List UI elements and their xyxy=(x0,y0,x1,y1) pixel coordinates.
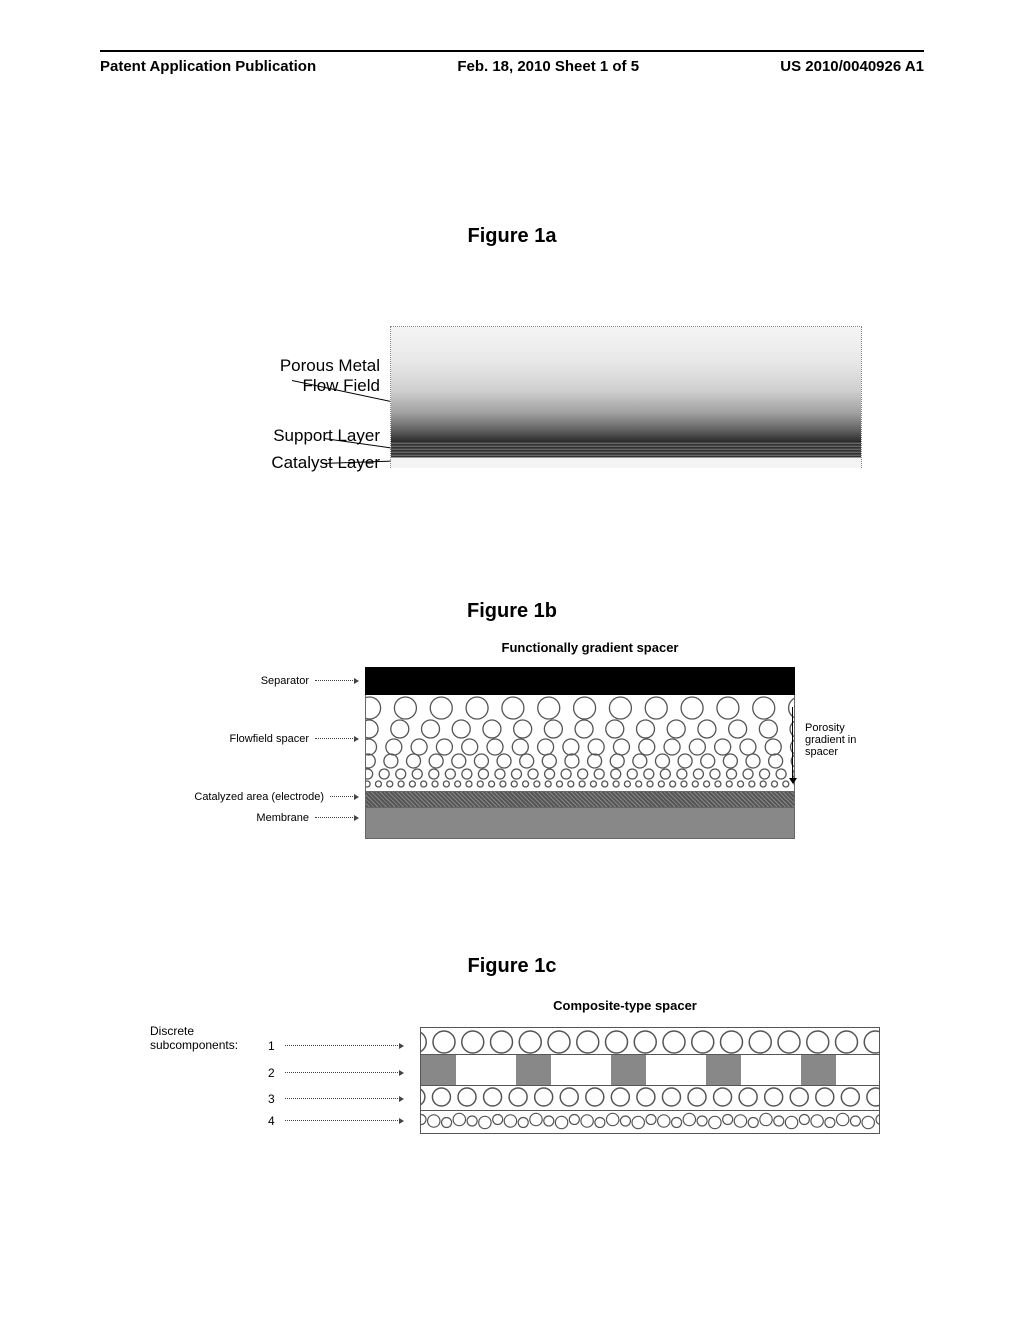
separator-layer xyxy=(365,667,795,695)
arrow-icon xyxy=(285,1072,400,1074)
row-4-pointer: 4 xyxy=(268,1114,400,1128)
row-3-pointer: 3 xyxy=(268,1092,400,1106)
row-1-pointer: 1 xyxy=(268,1039,400,1053)
arrow-icon xyxy=(315,817,355,819)
label-membrane-row: Membrane xyxy=(256,812,355,824)
arrow-icon xyxy=(285,1045,400,1047)
down-arrow-icon xyxy=(792,707,793,779)
fig1c-stack xyxy=(420,1027,880,1134)
header-left: Patent Application Publication xyxy=(100,58,316,75)
figure-1c: Composite-type spacer Discrete subcompon… xyxy=(155,998,895,1167)
arrow-icon xyxy=(315,738,355,740)
label-membrane: Membrane xyxy=(256,812,309,824)
header-right: US 2010/0040926 A1 xyxy=(780,58,924,75)
spacer-circles-svg xyxy=(366,695,795,791)
row-num-2: 2 xyxy=(268,1066,275,1080)
page-header: Patent Application Publication Feb. 18, … xyxy=(100,50,924,75)
fig1c-container: Discrete subcomponents: 1 2 3 4 xyxy=(155,1027,895,1167)
arrow-icon xyxy=(285,1098,400,1100)
label-separator-row: Separator xyxy=(261,675,355,687)
patent-page: Patent Application Publication Feb. 18, … xyxy=(0,0,1024,1320)
composite-row-4 xyxy=(420,1111,880,1134)
figure-1b-title: Figure 1b xyxy=(0,600,1024,623)
arrow-icon xyxy=(285,1120,400,1122)
composite-row-2 xyxy=(420,1055,880,1086)
row1-svg xyxy=(421,1028,880,1054)
fig1b-stack xyxy=(365,667,795,839)
label-separator: Separator xyxy=(261,675,309,687)
figure-1c-title: Figure 1c xyxy=(0,955,1024,978)
row3-svg xyxy=(421,1086,880,1110)
membrane-layer xyxy=(365,808,795,839)
row-2-pointer: 2 xyxy=(268,1066,400,1080)
fig1c-subtitle: Composite-type spacer xyxy=(355,998,895,1013)
porous-metal-layer xyxy=(391,327,861,442)
row-num-4: 4 xyxy=(268,1114,275,1128)
composite-row-1 xyxy=(420,1027,880,1055)
row4-svg xyxy=(421,1111,880,1133)
label-porosity: Porosity gradient in spacer xyxy=(805,722,856,758)
flowfield-spacer-layer xyxy=(365,695,795,792)
row-num-1: 1 xyxy=(268,1039,275,1053)
label-discrete-subcomponents: Discrete subcomponents: xyxy=(150,1024,238,1052)
label-subcomponents: subcomponents: xyxy=(150,1038,238,1052)
figure-1a-title: Figure 1a xyxy=(0,225,1024,248)
label-flowfield: Flowfield spacer xyxy=(230,733,309,745)
composite-row-3 xyxy=(420,1086,880,1111)
arrow-icon xyxy=(330,796,355,798)
header-center: Feb. 18, 2010 Sheet 1 of 5 xyxy=(457,58,639,75)
fig1b-subtitle: Functionally gradient spacer xyxy=(285,640,895,655)
label-flowfield-row: Flowfield spacer xyxy=(230,733,355,745)
label-catalyzed-row: Catalyzed area (electrode) xyxy=(194,791,355,803)
electrode-layer xyxy=(365,792,795,808)
fig1b-container: Separator Flowfield spacer Catalyzed are… xyxy=(155,667,895,847)
label-catalyzed: Catalyzed area (electrode) xyxy=(194,791,324,803)
support-layer xyxy=(391,442,861,457)
label-discrete: Discrete xyxy=(150,1024,194,1038)
label-porous-metal: Porous Metal xyxy=(280,356,380,375)
porosity-label-group: Porosity gradient in spacer xyxy=(805,722,885,758)
catalyst-layer xyxy=(391,457,861,468)
row-num-3: 3 xyxy=(268,1092,275,1106)
arrow-icon xyxy=(315,680,355,682)
figure-1b: Functionally gradient spacer Separator F… xyxy=(155,640,895,847)
fig1a-diagram xyxy=(390,326,862,468)
